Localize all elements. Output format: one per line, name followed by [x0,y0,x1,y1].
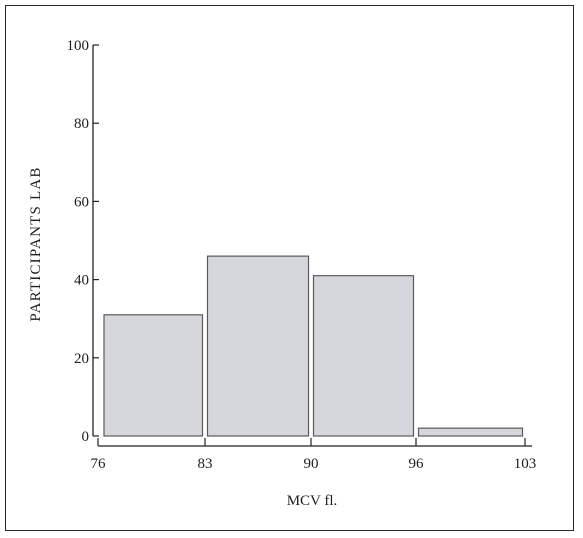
x-tick-label: 83 [198,456,213,472]
y-tick-label: 60 [74,194,89,210]
histogram-bar [206,255,310,437]
x-axis-title: MCV fl. [287,493,338,509]
x-tick-label: 96 [409,456,425,472]
axes-layer [92,44,532,447]
chart-frame [5,5,574,531]
labels-layer: 0 20 40 60 80 100 76 83 90 96 103 [67,38,537,472]
y-tick-label: 40 [74,273,89,289]
y-tick-label: 0 [82,429,90,445]
y-tick-label: 20 [74,351,89,367]
histogram-bar [103,314,204,437]
y-axis-title: PARTICIPANTS LAB [28,166,44,321]
bars-layer [103,255,524,437]
histogram-bar [312,275,415,437]
y-tick-label: 100 [67,38,90,54]
x-tick-label: 76 [91,456,107,472]
histogram-bar [417,427,524,437]
x-tick-label: 103 [514,456,537,472]
x-tick-label: 90 [304,456,319,472]
y-tick-label: 80 [74,116,89,132]
